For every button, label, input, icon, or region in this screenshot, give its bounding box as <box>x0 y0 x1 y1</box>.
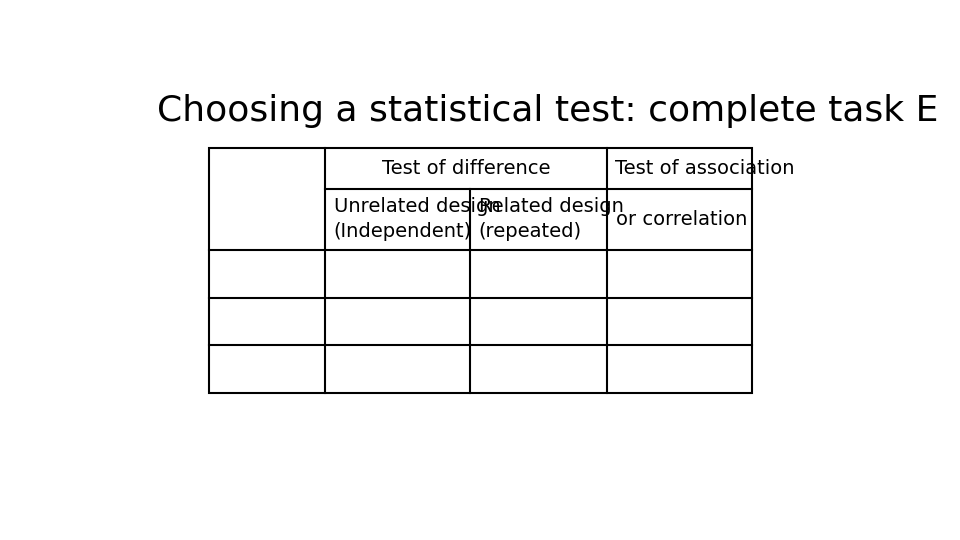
Text: Test of difference: Test of difference <box>382 159 550 178</box>
Text: or correlation: or correlation <box>616 210 748 229</box>
Text: Choosing a statistical test: complete task E: Choosing a statistical test: complete ta… <box>157 94 939 128</box>
Text: Related design
(repeated): Related design (repeated) <box>479 197 623 241</box>
Text: Unrelated design
(Independent): Unrelated design (Independent) <box>333 197 500 241</box>
Text: Test of association: Test of association <box>614 159 794 178</box>
